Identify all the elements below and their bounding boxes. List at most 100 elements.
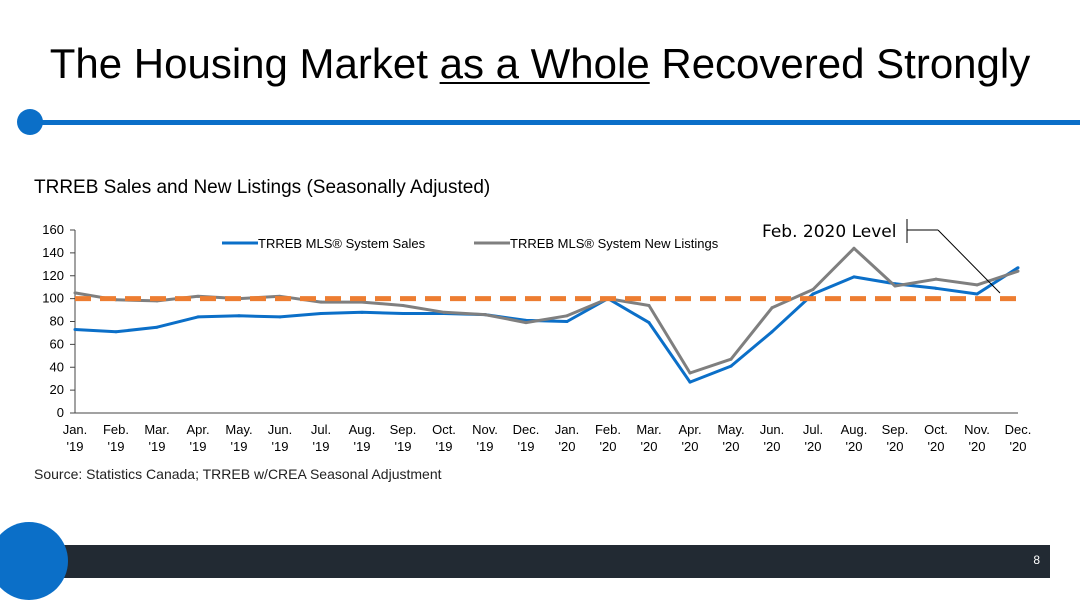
listings-data-point xyxy=(647,303,651,307)
x-tick-label-year: '20 xyxy=(600,439,617,454)
listings-data-point xyxy=(729,357,733,361)
y-tick-label: 160 xyxy=(42,222,64,237)
x-tick-label-month: May. xyxy=(717,422,744,437)
footer-bar xyxy=(30,545,1050,578)
y-tick-label: 120 xyxy=(42,268,64,283)
listings-data-point xyxy=(565,314,569,318)
x-tick-label-year: '19 xyxy=(190,439,207,454)
x-tick-label-year: '20 xyxy=(682,439,699,454)
annotation-leader-diagonal xyxy=(937,229,1001,294)
x-tick-label-year: '20 xyxy=(846,439,863,454)
sales-data-point xyxy=(1016,266,1020,270)
x-tick-label-year: '19 xyxy=(354,439,371,454)
sales-data-point xyxy=(729,364,733,368)
listings-data-point xyxy=(975,283,979,287)
chart-source: Source: Statistics Canada; TRREB w/CREA … xyxy=(34,466,442,482)
sales-data-point xyxy=(360,310,364,314)
y-tick-label: 0 xyxy=(57,405,64,420)
x-tick-label-month: Jul. xyxy=(311,422,331,437)
listings-data-point xyxy=(852,246,856,250)
page-number: 8 xyxy=(1033,553,1040,567)
x-tick-label-year: '19 xyxy=(272,439,289,454)
sales-data-point xyxy=(73,328,77,332)
legend-label-sales: TRREB MLS® System Sales xyxy=(258,236,426,251)
listings-data-point xyxy=(442,310,446,314)
x-tick-label-month: Feb. xyxy=(595,422,621,437)
x-tick-label-year: '19 xyxy=(231,439,248,454)
sales-data-point xyxy=(196,315,200,319)
y-tick-label: 100 xyxy=(42,291,64,306)
x-tick-label-year: '20 xyxy=(764,439,781,454)
sales-data-point xyxy=(319,311,323,315)
x-tick-label-year: '19 xyxy=(149,439,166,454)
x-tick-label-month: Sep. xyxy=(390,422,417,437)
x-tick-label-month: Jul. xyxy=(803,422,823,437)
listings-data-point xyxy=(319,300,323,304)
sales-data-point xyxy=(852,275,856,279)
listings-series-line xyxy=(74,246,1019,375)
sales-data-point xyxy=(155,325,159,329)
x-tick-label-year: '19 xyxy=(477,439,494,454)
x-tick-label-year: '19 xyxy=(436,439,453,454)
legend-label-listings: TRREB MLS® System New Listings xyxy=(510,236,719,251)
y-tick-label: 140 xyxy=(42,245,64,260)
listings-data-point xyxy=(360,300,364,304)
line-chart: 0 20 40 60 80 100 120 140 160 Jan. '19 Feb. '19 Mar. '… xyxy=(42,219,1031,454)
x-tick-label-year: '20 xyxy=(887,439,904,454)
x-tick-label-year: '19 xyxy=(518,439,535,454)
listings-data-point xyxy=(524,321,528,325)
x-tick-label-month: Aug. xyxy=(349,422,376,437)
x-tick-label-month: Mar. xyxy=(636,422,661,437)
sales-data-point xyxy=(934,286,938,290)
listings-data-point xyxy=(1016,269,1020,273)
x-tick-label-month: Feb. xyxy=(103,422,129,437)
slide-title-post: Recovered Strongly xyxy=(649,40,1031,87)
sales-data-point xyxy=(975,292,979,296)
listings-data-point xyxy=(196,294,200,298)
sales-data-point xyxy=(811,292,815,296)
x-tick-label-month: Nov. xyxy=(964,422,990,437)
sales-data-point xyxy=(647,321,651,325)
sales-data-point xyxy=(237,314,241,318)
title-divider-dot xyxy=(17,109,43,135)
footer-dot xyxy=(0,522,68,600)
x-tick-label-year: '20 xyxy=(928,439,945,454)
sales-data-point xyxy=(688,380,692,384)
x-tick-label-month: Jan. xyxy=(63,422,88,437)
sales-data-point xyxy=(401,311,405,315)
x-tick-label-year: '20 xyxy=(805,439,822,454)
y-tick-label: 20 xyxy=(50,382,64,397)
x-tick-label-year: '19 xyxy=(67,439,84,454)
chart-title: TRREB Sales and New Listings (Seasonally… xyxy=(34,177,491,198)
y-tick-label: 80 xyxy=(50,314,64,329)
x-tick-label-year: '20 xyxy=(1010,439,1027,454)
sales-data-point xyxy=(770,330,774,334)
x-tick-label-month: Apr. xyxy=(678,422,701,437)
x-tick-label-year: '20 xyxy=(559,439,576,454)
sales-data-point xyxy=(114,330,118,334)
x-tick-label-month: Jan. xyxy=(555,422,580,437)
slide-title: The Housing Market as a Whole Recovered … xyxy=(0,38,1080,90)
x-tick-label-year: '19 xyxy=(395,439,412,454)
sales-data-point xyxy=(278,315,282,319)
x-tick-label-month: Dec. xyxy=(513,422,540,437)
y-tick-label: 40 xyxy=(50,359,64,374)
x-tick-label-month: Nov. xyxy=(472,422,498,437)
x-tick-label-month: Oct. xyxy=(432,422,456,437)
x-tick-label-year: '20 xyxy=(723,439,740,454)
x-tick-label-month: Apr. xyxy=(186,422,209,437)
x-tick-label-month: Oct. xyxy=(924,422,948,437)
listings-data-point xyxy=(688,371,692,375)
listings-data-point xyxy=(401,303,405,307)
listings-data-point xyxy=(811,287,815,291)
sales-data-point xyxy=(565,320,569,323)
y-tick-label: 60 xyxy=(50,336,64,351)
x-tick-label-year: '20 xyxy=(969,439,986,454)
x-tick-label-month: Aug. xyxy=(841,422,868,437)
x-tick-label-month: Jun. xyxy=(760,422,785,437)
x-tick-label-month: Mar. xyxy=(144,422,169,437)
listings-data-point xyxy=(770,306,774,310)
x-tick-label-month: Sep. xyxy=(882,422,909,437)
listings-data-point xyxy=(483,313,487,317)
x-tick-label-year: '20 xyxy=(641,439,658,454)
